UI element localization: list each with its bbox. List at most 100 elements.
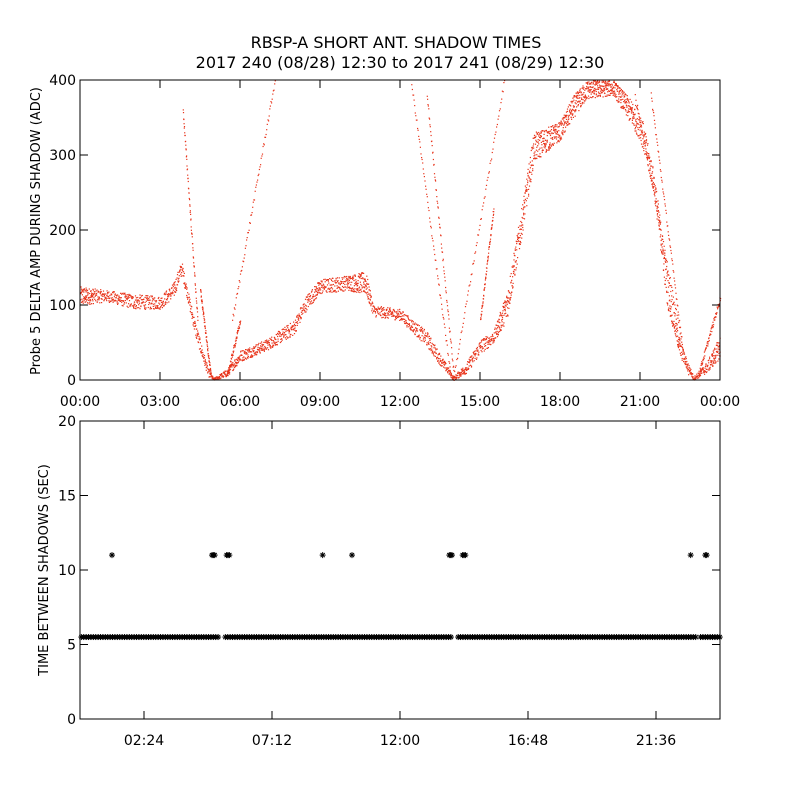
top-data-point [544, 144, 546, 146]
top-data-point [453, 365, 455, 367]
top-data-point [603, 90, 605, 92]
top-data-point [323, 278, 325, 281]
top-data-point [655, 198, 657, 200]
top-data-point [481, 351, 483, 353]
top-data-point [475, 358, 478, 360]
top-data-point [626, 97, 628, 100]
top-data-point [396, 316, 398, 318]
top-data-point [438, 283, 440, 285]
top-data-point [422, 340, 424, 342]
top-data-point [663, 276, 665, 278]
top-data-point [633, 115, 635, 117]
top-data-point [87, 302, 89, 304]
top-data-point [466, 369, 468, 371]
top-data-point [554, 126, 556, 128]
top-data-point [413, 94, 415, 96]
top-data-point [620, 102, 622, 104]
top-data-point [671, 322, 673, 324]
top-data-point [200, 295, 202, 297]
top-data-point [80, 286, 82, 288]
top-data-point [697, 375, 699, 377]
top-data-point [482, 338, 484, 341]
top-data-point [718, 349, 720, 351]
top-data-point [635, 104, 637, 107]
top-data-point [124, 299, 126, 302]
top-data-point [655, 187, 657, 189]
top-data-point [669, 299, 671, 301]
top-data-point [568, 118, 570, 120]
top-data-point [535, 157, 537, 159]
top-data-point [592, 82, 595, 84]
top-data-point [671, 314, 673, 316]
top-x-tick-label: 06:00 [220, 394, 260, 410]
top-data-point [399, 316, 401, 318]
top-data-point [368, 289, 371, 291]
top-data-point [395, 317, 398, 320]
top-data-point [670, 315, 672, 317]
top-data-point [571, 102, 573, 104]
top-data-point [438, 284, 440, 286]
top-data-point [499, 330, 501, 332]
top-data-point [491, 225, 493, 227]
top-data-point [463, 369, 465, 371]
top-data-point [275, 338, 277, 341]
top-data-point [254, 351, 256, 353]
top-data-point [472, 263, 474, 265]
top-data-point [197, 330, 199, 332]
top-data-point [258, 173, 260, 175]
top-data-point [622, 106, 624, 108]
top-data-point [186, 288, 188, 290]
top-data-point [358, 289, 361, 291]
top-data-point [616, 100, 618, 102]
top-data-point [121, 301, 123, 303]
top-data-point [268, 120, 270, 122]
top-data-point [290, 327, 292, 329]
top-data-point [311, 290, 313, 292]
top-data-point [260, 157, 262, 159]
top-data-point [346, 287, 348, 289]
top-data-point [425, 188, 427, 190]
top-data-point [135, 297, 137, 299]
top-data-point [419, 336, 421, 339]
top-data-point [342, 290, 344, 292]
top-data-point [407, 315, 409, 317]
top-data-point [416, 323, 418, 325]
top-data-point [336, 282, 338, 284]
top-data-point [345, 279, 347, 281]
top-data-point [571, 109, 573, 112]
top-data-point [668, 310, 670, 312]
top-data-point [189, 199, 191, 201]
top-data-point [82, 289, 84, 291]
top-data-point [609, 94, 611, 96]
top-data-point [663, 263, 665, 265]
top-data-point [161, 304, 163, 306]
top-data-point [564, 122, 566, 124]
top-data-point [115, 297, 117, 299]
top-data-point [702, 358, 705, 361]
top-data-point [403, 315, 405, 317]
top-data-point [142, 299, 144, 301]
top-data-point [371, 308, 373, 310]
top-data-point [542, 138, 544, 140]
top-data-point [640, 125, 642, 127]
top-data-point [627, 110, 629, 112]
top-data-point [251, 354, 253, 356]
top-data-point [669, 277, 671, 280]
top-data-point [89, 303, 91, 305]
top-data-point [202, 356, 204, 358]
top-data-point [279, 332, 281, 334]
top-data-point [185, 283, 187, 285]
top-data-point [532, 168, 534, 170]
top-data-point [669, 310, 671, 312]
top-data-point [194, 320, 196, 323]
top-data-point [640, 124, 642, 126]
top-data-point [574, 95, 576, 97]
top-data-point [519, 228, 521, 231]
top-data-point [244, 351, 246, 353]
top-data-point [418, 138, 420, 140]
top-data-point [661, 235, 664, 237]
top-data-point [623, 94, 625, 96]
top-data-point [460, 375, 462, 377]
top-data-point [262, 344, 265, 346]
top-data-point [353, 291, 355, 293]
